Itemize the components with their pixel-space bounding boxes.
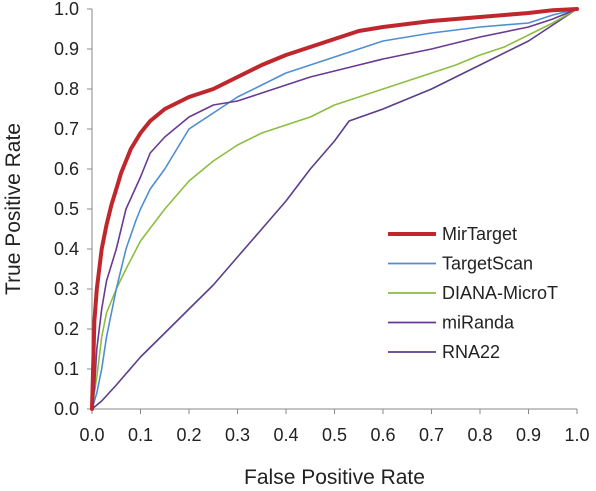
y-tick-label: 0.8 <box>54 79 79 99</box>
series-line-miranda <box>91 8 578 410</box>
x-tick-label: 0.6 <box>370 425 395 445</box>
y-axis-title: True Positive Rate <box>2 123 25 295</box>
x-axis-ticks: 0.0 0.1 0.2 0.3 0.4 0.5 0.6 0.7 0.8 0.9 1.0 <box>79 409 590 445</box>
x-tick-label: 0.8 <box>467 425 492 445</box>
legend-label: TargetScan <box>442 254 533 274</box>
x-tick-label: 0.0 <box>79 425 104 445</box>
legend-label: MirTarget <box>442 224 517 244</box>
series-line-targetscan <box>91 8 578 410</box>
x-axis-title: False Positive Rate <box>244 466 425 489</box>
legend-label: miRanda <box>442 313 515 333</box>
y-tick-label: 0.0 <box>54 399 79 419</box>
y-tick-label: 0.6 <box>54 159 79 179</box>
y-tick-label: 0.5 <box>54 199 79 219</box>
x-tick-label: 0.5 <box>322 425 347 445</box>
x-tick-label: 0.4 <box>273 425 298 445</box>
x-tick-label: 0.9 <box>516 425 541 445</box>
x-tick-label: 0.7 <box>419 425 444 445</box>
x-tick-label: 0.2 <box>176 425 201 445</box>
series-line-mirtarget <box>90 7 579 411</box>
y-tick-label: 0.2 <box>54 319 79 339</box>
legend: MirTarget TargetScan DIANA-MicroT miRanda RN… <box>388 224 558 362</box>
legend-label: RNA22 <box>442 342 500 362</box>
series-line-rna22 <box>91 8 578 410</box>
y-tick-label: 0.7 <box>54 119 79 139</box>
y-tick-label: 0.9 <box>54 39 79 59</box>
legend-label: DIANA-MicroT <box>442 283 558 303</box>
series-lines <box>90 7 579 411</box>
x-tick-label: 0.1 <box>128 425 153 445</box>
y-tick-label: 1.0 <box>54 0 79 19</box>
y-axis-ticks: 0.0 0.1 0.2 0.3 0.4 0.5 0.6 0.7 0.8 0.9 1.0 <box>54 0 92 419</box>
y-tick-label: 0.4 <box>54 239 79 259</box>
y-tick-label: 0.1 <box>54 359 79 379</box>
x-tick-label: 0.3 <box>225 425 250 445</box>
series-line-diana-microt <box>91 8 578 410</box>
x-tick-label: 1.0 <box>564 425 589 445</box>
y-tick-label: 0.3 <box>54 279 79 299</box>
